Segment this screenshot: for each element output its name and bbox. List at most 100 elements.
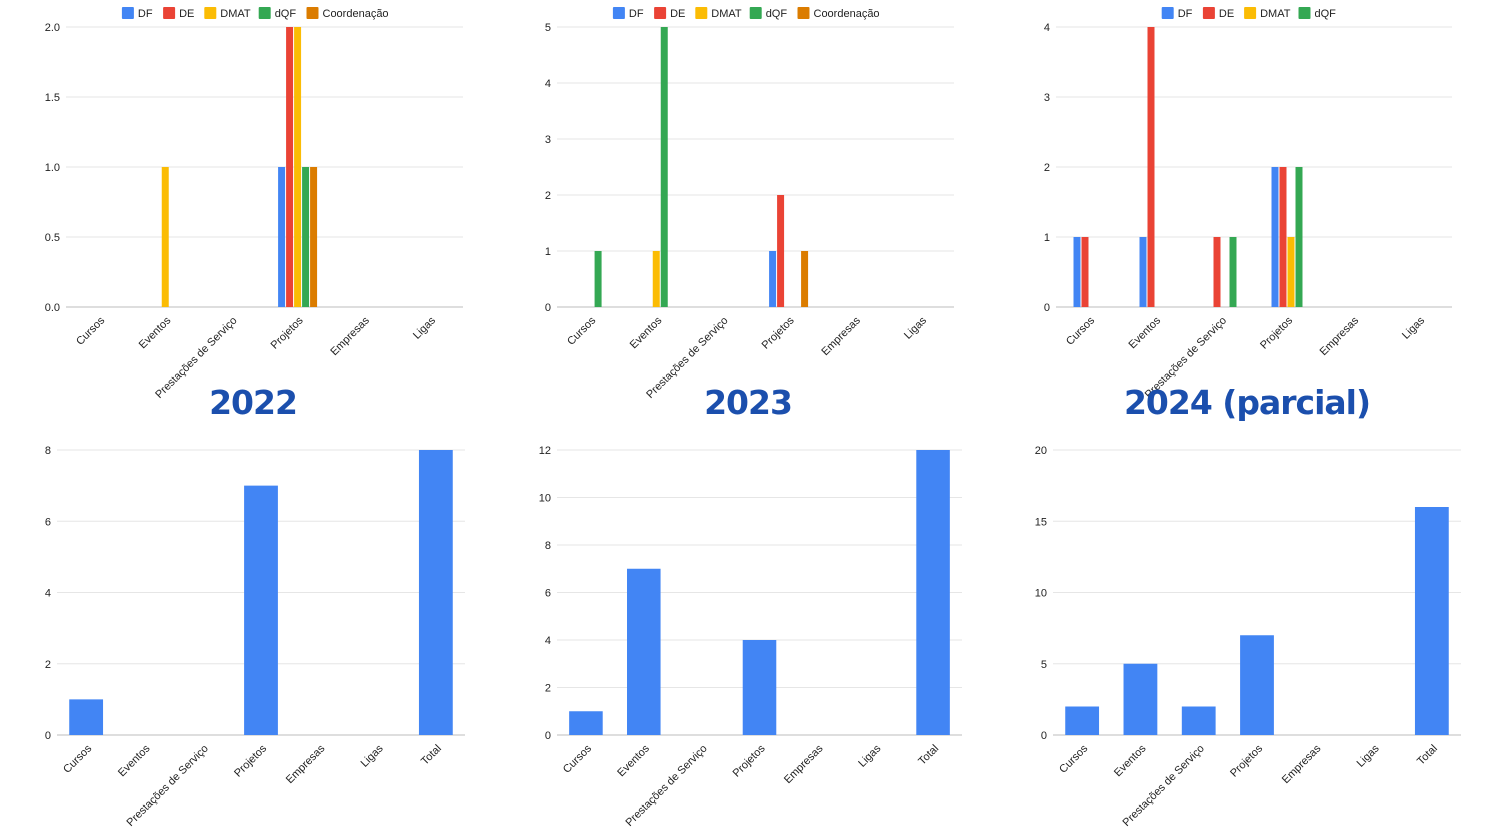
bar [916, 450, 950, 735]
legend-swatch-dmat [204, 7, 217, 19]
x-tick-label: Ligas [1400, 314, 1427, 341]
y-tick-label: 1.5 [45, 92, 60, 104]
x-tick-label: Projetos [269, 314, 306, 351]
y-tick-label: 0 [45, 730, 51, 742]
legend-label: dQF [1315, 8, 1337, 20]
bar-dmat [161, 167, 169, 307]
y-tick-label: 10 [539, 493, 551, 505]
x-tick-label: Projetos [1258, 314, 1295, 351]
y-tick-label: 1.0 [45, 162, 60, 174]
y-tick-label: 2 [45, 659, 51, 671]
x-tick-label: Eventos [628, 314, 665, 351]
y-tick-label: 0.0 [45, 302, 60, 314]
legend-swatch-dqf [749, 7, 762, 19]
legend-swatch-dmat [695, 7, 708, 19]
y-tick-label: 1 [1044, 232, 1050, 244]
legend-label: dQF [275, 8, 297, 20]
legend-label: DE [179, 8, 194, 20]
year-title-2023: 2023 [704, 383, 793, 422]
legend-swatch-dqf [258, 7, 271, 19]
x-tick-label: Eventos [615, 742, 652, 779]
bar [1240, 635, 1274, 735]
y-tick-label: 8 [545, 540, 551, 552]
y-tick-label: 0 [545, 302, 551, 314]
y-tick-label: 2.0 [45, 22, 60, 34]
x-tick-label: Eventos [1127, 314, 1164, 351]
bar [1123, 663, 1158, 735]
bar-de [777, 195, 785, 307]
x-tick-label: Eventos [1112, 742, 1149, 779]
bar-de [1147, 27, 1155, 307]
bar [742, 640, 777, 735]
bar-df [1139, 237, 1147, 307]
x-tick-label: Empresas [284, 742, 328, 786]
x-tick-label: Ligas [902, 314, 929, 341]
legend-label: Coordenação [814, 8, 880, 20]
legend-label: DMAT [220, 8, 251, 20]
legend-label: Coordenação [323, 8, 389, 20]
y-tick-label: 1 [545, 246, 551, 258]
legend-label: DF [629, 8, 644, 20]
bar-df [769, 251, 777, 307]
bar-dqf [594, 251, 602, 307]
x-tick-label: Empresas [328, 314, 372, 358]
y-tick-label: 15 [1035, 516, 1047, 528]
legend-label: DF [138, 8, 153, 20]
year-title-2022: 2022 [209, 383, 298, 422]
bar-dmat [1287, 237, 1295, 307]
bar [244, 485, 278, 735]
year-title-2024: 2024 (parcial) [1123, 383, 1371, 422]
x-tick-label: Projetos [731, 742, 768, 779]
legend-swatch-de [654, 7, 667, 19]
bar [569, 711, 603, 735]
x-tick-label: Cursos [1057, 742, 1090, 775]
x-tick-label: Ligas [1355, 742, 1382, 769]
y-tick-label: 5 [1041, 659, 1047, 671]
x-tick-label: Empresas [1318, 314, 1362, 358]
x-tick-label: Cursos [565, 314, 598, 347]
y-tick-label: 4 [545, 78, 551, 90]
legend-label: DMAT [1260, 8, 1291, 20]
x-tick-label: Empresas [819, 314, 863, 358]
bar [418, 450, 453, 735]
bar [627, 568, 661, 735]
y-tick-label: 4 [1044, 22, 1050, 34]
x-tick-label: Ligas [411, 314, 438, 341]
legend-swatch-df [121, 7, 134, 19]
legend-swatch-df [612, 7, 625, 19]
y-tick-label: 2 [1044, 162, 1050, 174]
legend-swatch-coordenação [797, 7, 810, 19]
y-tick-label: 2 [545, 190, 551, 202]
y-tick-label: 10 [1035, 588, 1047, 600]
y-tick-label: 6 [45, 516, 51, 528]
x-tick-label: Eventos [116, 742, 153, 779]
bar-dqf [660, 27, 668, 307]
bar-de [286, 27, 294, 307]
x-tick-label: Cursos [61, 742, 94, 775]
x-tick-label: Ligas [359, 742, 386, 769]
x-tick-label: Total [1415, 743, 1440, 768]
x-tick-label: Empresas [1280, 742, 1324, 786]
bar [1181, 706, 1216, 735]
legend-swatch-de [1202, 7, 1215, 19]
y-tick-label: 6 [545, 588, 551, 600]
x-tick-label: Projetos [1228, 742, 1265, 779]
x-tick-label: Eventos [137, 314, 174, 351]
y-tick-label: 3 [1044, 92, 1050, 104]
bar-de [1213, 237, 1221, 307]
bar [69, 699, 104, 735]
x-tick-label: Empresas [782, 742, 826, 786]
y-tick-label: 0 [545, 730, 551, 742]
bar-dqf [1229, 237, 1237, 307]
x-tick-label: Total [419, 743, 444, 768]
legend-swatch-dqf [1298, 7, 1311, 19]
legend-swatch-dmat [1244, 7, 1257, 19]
legend-label: DF [1178, 8, 1193, 20]
x-tick-label: Cursos [561, 742, 594, 775]
x-tick-label: Projetos [760, 314, 797, 351]
x-tick-label: Ligas [856, 742, 883, 769]
x-tick-label: Total [916, 743, 941, 768]
bar-de [1279, 167, 1287, 307]
bar-dmat [652, 251, 660, 307]
